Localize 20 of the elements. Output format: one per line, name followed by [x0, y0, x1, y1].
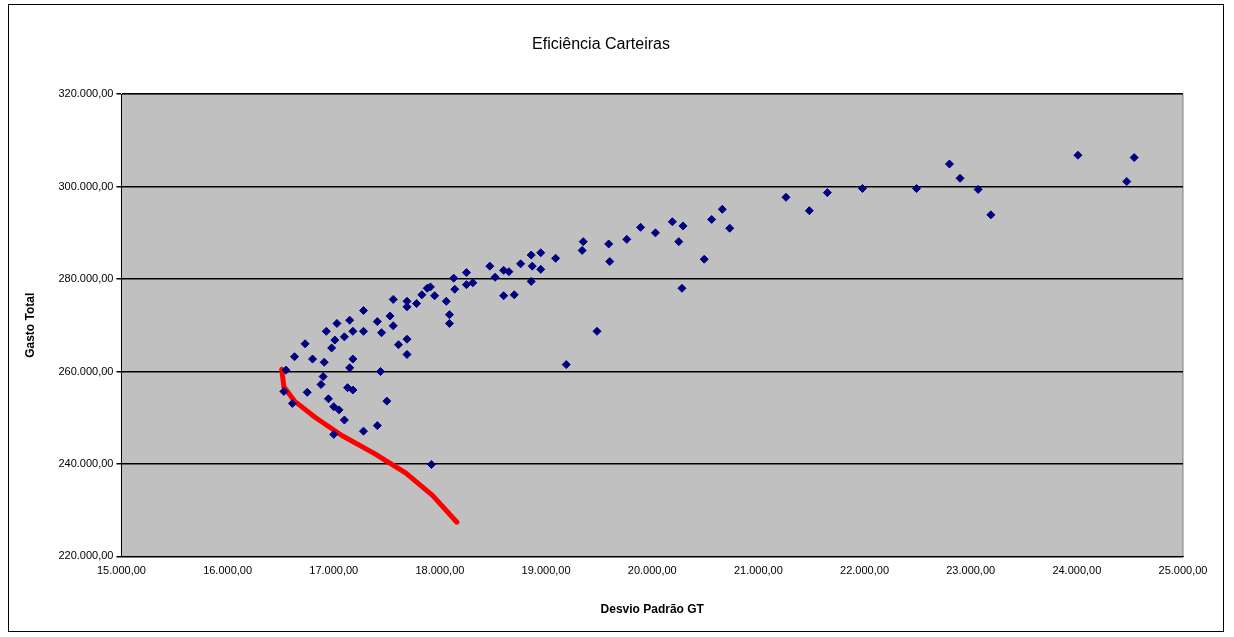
x-tick-label: 18.000,00	[415, 564, 465, 577]
x-tick-label: 17.000,00	[309, 564, 359, 577]
x-tick-label: 19.000,00	[521, 564, 571, 577]
x-tick-label: 20.000,00	[627, 564, 677, 577]
x-tick-label: 23.000,00	[946, 564, 996, 577]
y-tick-label: 240.000,00	[58, 456, 114, 469]
x-tick-label: 25.000,00	[1158, 564, 1208, 577]
y-tick-label: 260.000,00	[58, 364, 114, 377]
y-tick-label: 320.000,00	[58, 87, 114, 100]
chart-title: Eficiência Carteiras	[532, 35, 670, 53]
x-axis-title: Desvio Padrão GT	[600, 602, 705, 617]
y-tick-label: 280.000,00	[58, 272, 114, 285]
x-tick-label: 22.000,00	[840, 564, 889, 577]
x-tick-label: 24.000,00	[1052, 564, 1102, 577]
y-axis-title: Gasto Total	[22, 292, 37, 358]
x-tick-label: 16.000,00	[203, 564, 253, 577]
y-tick-label: 300.000,00	[58, 179, 114, 192]
x-tick-label: 21.000,00	[733, 564, 783, 577]
y-tick-label: 220.000,00	[58, 549, 114, 562]
x-tick-label: 15.000,00	[96, 564, 146, 577]
